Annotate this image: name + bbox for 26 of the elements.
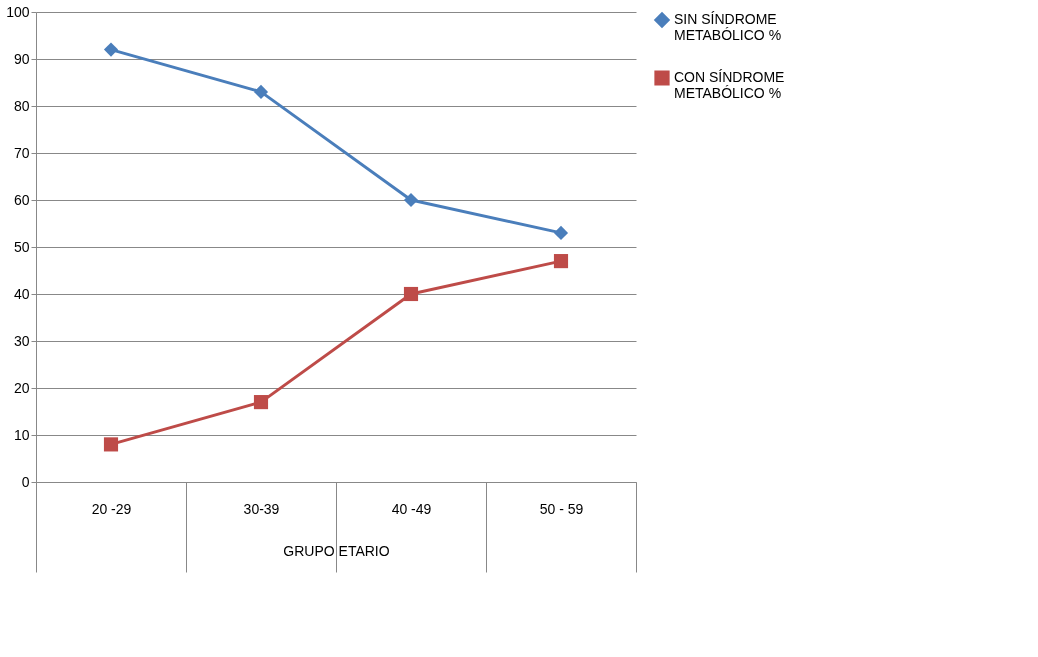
point (103, 42, 119, 57)
y-tick-label: 90 (13, 50, 30, 67)
point (253, 84, 269, 99)
point (403, 192, 419, 208)
y-tick-label: 30 (13, 332, 30, 349)
y-tick-label: 40 (13, 285, 30, 302)
point (553, 254, 569, 269)
x-tick-label: 20 -29 (91, 500, 132, 517)
x-axis-title: GRUPO ETARIO (283, 543, 390, 559)
point (553, 225, 569, 240)
legend-label: CON SÍNDROME METABÓLICO % (674, 69, 785, 101)
y-tick-label: 20 (13, 379, 30, 396)
point (403, 286, 419, 302)
point (253, 395, 269, 410)
point (103, 437, 119, 452)
y-tick-label: 10 (13, 426, 30, 443)
y-tick-label: 80 (13, 97, 30, 114)
x-tick-label: 50 - 59 (539, 500, 584, 517)
y-tick-label: 0 (21, 473, 30, 490)
legend-label: SIN SÍNDROME METABÓLICO % (674, 11, 782, 43)
y-tick-label: 60 (13, 191, 30, 208)
y-tick-label: 100 (6, 3, 30, 20)
x-tick-label: 30-39 (243, 500, 280, 517)
x-tick-label: 40 -49 (391, 500, 432, 517)
y-tick-label: 50 (13, 238, 30, 255)
y-tick-label: 70 (13, 144, 30, 161)
